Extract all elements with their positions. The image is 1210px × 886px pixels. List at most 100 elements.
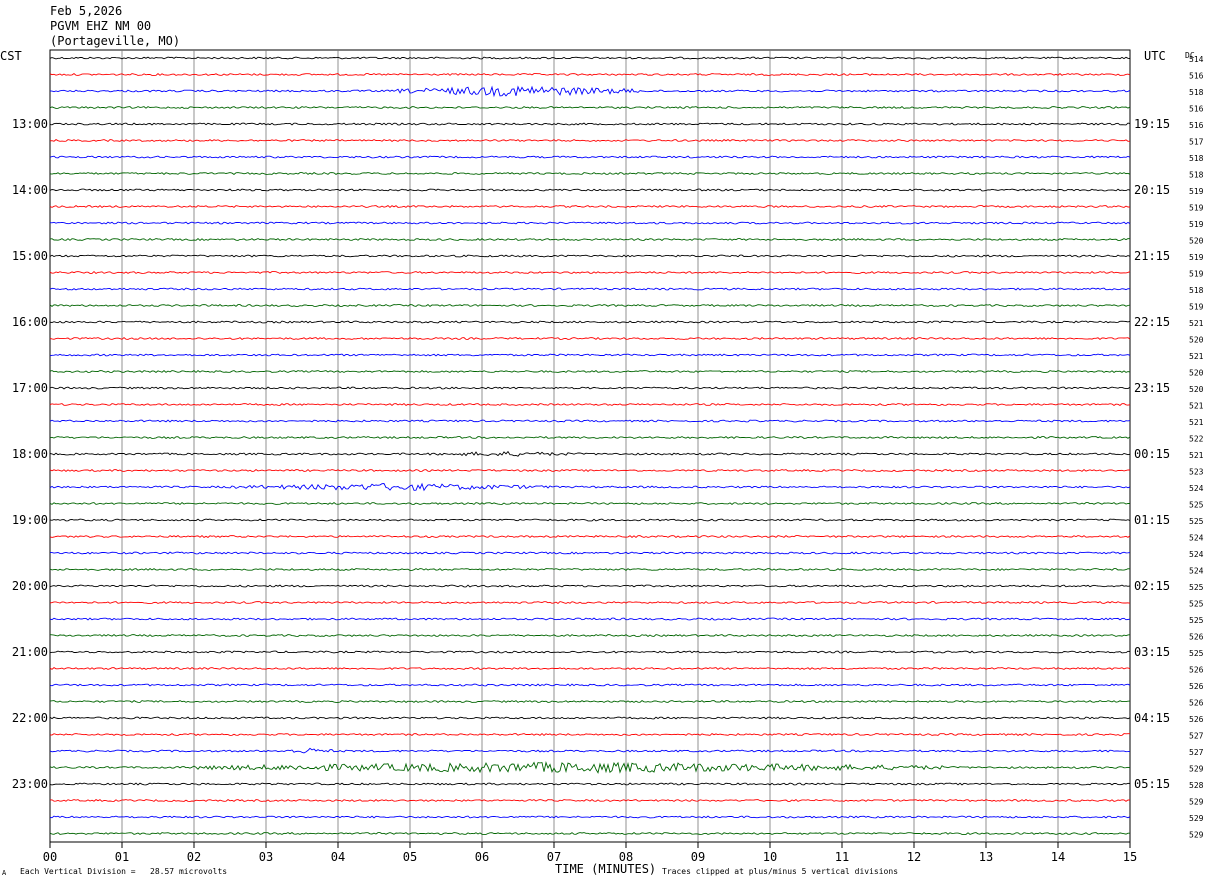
dc-value: 526: [1189, 666, 1204, 675]
station-label: PGVM EHZ NM 00: [50, 19, 152, 33]
right-timezone-label: UTC: [1144, 49, 1166, 63]
dc-value: 529: [1189, 831, 1204, 840]
dc-value: 525: [1189, 583, 1204, 592]
right-hour-label: 03:15: [1134, 645, 1170, 659]
trace-row: [49, 370, 1131, 374]
x-tick-label: 13: [979, 850, 993, 864]
right-hour-label: 19:15: [1134, 117, 1170, 131]
x-tick-label: 11: [835, 850, 849, 864]
dc-value: 516: [1189, 72, 1204, 81]
trace-row: [49, 832, 1130, 835]
x-tick-label: 03: [259, 850, 273, 864]
dc-value: 518: [1189, 154, 1204, 163]
right-hour-labels: 19:15 20:15 21:15 22:15 23:15 00:15 01:15 02:15…: [1134, 117, 1170, 791]
trace-row: [49, 188, 1131, 192]
trace-row: [49, 782, 1131, 786]
trace-row: [49, 601, 1131, 604]
trace-row: [49, 617, 1131, 621]
clipping-note: Traces clipped at plus/minus 5 vertical …: [662, 867, 899, 876]
trace-row: [49, 568, 1131, 571]
trace-row: [49, 733, 1130, 736]
location-label: (Portageville, MO): [50, 34, 181, 48]
dc-value: 514: [1189, 55, 1204, 64]
x-axis-ticks: 00 01 02 03 04 05 06 07 08 09 10 11 12 13 14 15: [43, 842, 1137, 864]
trace-row: [49, 155, 1131, 159]
corner-mark: A: [2, 869, 7, 877]
trace-row: [49, 172, 1131, 175]
right-hour-label: 22:15: [1134, 315, 1170, 329]
dc-value: 526: [1189, 699, 1204, 708]
right-hour-label: 20:15: [1134, 183, 1170, 197]
header: Feb 5,2026 PGVM EHZ NM 00 (Portageville,…: [50, 4, 180, 49]
trace-row: [49, 386, 1131, 390]
dc-value: 520: [1189, 237, 1204, 246]
x-tick-label: 05: [403, 850, 417, 864]
trace-row: [49, 320, 1131, 324]
minute-gridlines: [121, 50, 1059, 842]
dc-value: 527: [1189, 748, 1204, 757]
dc-value: 516: [1189, 121, 1204, 130]
dc-column-label: DC: [1185, 51, 1195, 60]
x-tick-label: 10: [763, 850, 777, 864]
trace-row: [49, 403, 1131, 406]
trace-row: [49, 634, 1131, 637]
x-tick-label: 14: [1051, 850, 1065, 864]
dc-value: 523: [1189, 468, 1204, 477]
trace-row: [49, 221, 1131, 225]
left-hour-labels: 13:00 14:00 15:00 16:00 17:00 18:00 19:00 20:00…: [12, 117, 48, 791]
dc-value: 527: [1189, 732, 1204, 741]
trace-row: [49, 502, 1131, 505]
dc-value: 521: [1189, 402, 1204, 411]
left-hour-label: 17:00: [12, 381, 48, 395]
dc-value: 521: [1189, 352, 1204, 361]
dc-value: 519: [1189, 303, 1204, 312]
left-hour-label: 16:00: [12, 315, 48, 329]
dc-value: 517: [1189, 138, 1204, 147]
trace-row: [49, 683, 1131, 687]
x-axis-title: TIME (MINUTES): [555, 862, 657, 876]
x-tick-label: 01: [115, 850, 129, 864]
dc-value: 525: [1189, 616, 1204, 625]
dc-value: 518: [1189, 171, 1204, 180]
trace-row: [49, 482, 1131, 492]
trace-row: [49, 337, 1131, 340]
dc-value: 519: [1189, 220, 1204, 229]
trace-row: [49, 815, 1131, 819]
trace-row: [49, 450, 1131, 457]
left-hour-label: 19:00: [12, 513, 48, 527]
dc-value: 519: [1189, 204, 1204, 213]
trace-row: [49, 700, 1131, 703]
trace-row: [49, 551, 1131, 555]
dc-value: 519: [1189, 253, 1204, 262]
trace-row: [49, 353, 1131, 357]
x-tick-label: 15: [1123, 850, 1137, 864]
left-hour-label: 23:00: [12, 777, 48, 791]
trace-row: [49, 761, 1131, 774]
left-hour-label: 15:00: [12, 249, 48, 263]
dc-value: 529: [1189, 798, 1204, 807]
dc-value: 524: [1189, 550, 1204, 559]
dc-value: 521: [1189, 451, 1204, 460]
date-label: Feb 5,2026: [50, 4, 123, 18]
trace-row: [49, 747, 1131, 754]
seismic-traces: [49, 56, 1131, 835]
dc-value: 524: [1189, 484, 1204, 493]
dc-value: 519: [1189, 187, 1204, 196]
trace-row: [49, 139, 1131, 142]
dc-value: 525: [1189, 600, 1204, 609]
trace-row: [49, 799, 1131, 802]
left-hour-label: 20:00: [12, 579, 48, 593]
trace-row: [49, 85, 1131, 98]
x-tick-label: 08: [619, 850, 633, 864]
dc-value: 520: [1189, 385, 1204, 394]
trace-row: [49, 270, 1131, 274]
trace-row: [49, 106, 1131, 109]
trace-row: [49, 584, 1131, 588]
dc-value: 520: [1189, 369, 1204, 378]
x-tick-label: 07: [547, 850, 561, 864]
x-tick-label: 04: [331, 850, 345, 864]
trace-row: [49, 667, 1131, 670]
x-tick-label: 12: [907, 850, 921, 864]
trace-row: [49, 304, 1131, 307]
dc-value: 529: [1189, 765, 1204, 774]
